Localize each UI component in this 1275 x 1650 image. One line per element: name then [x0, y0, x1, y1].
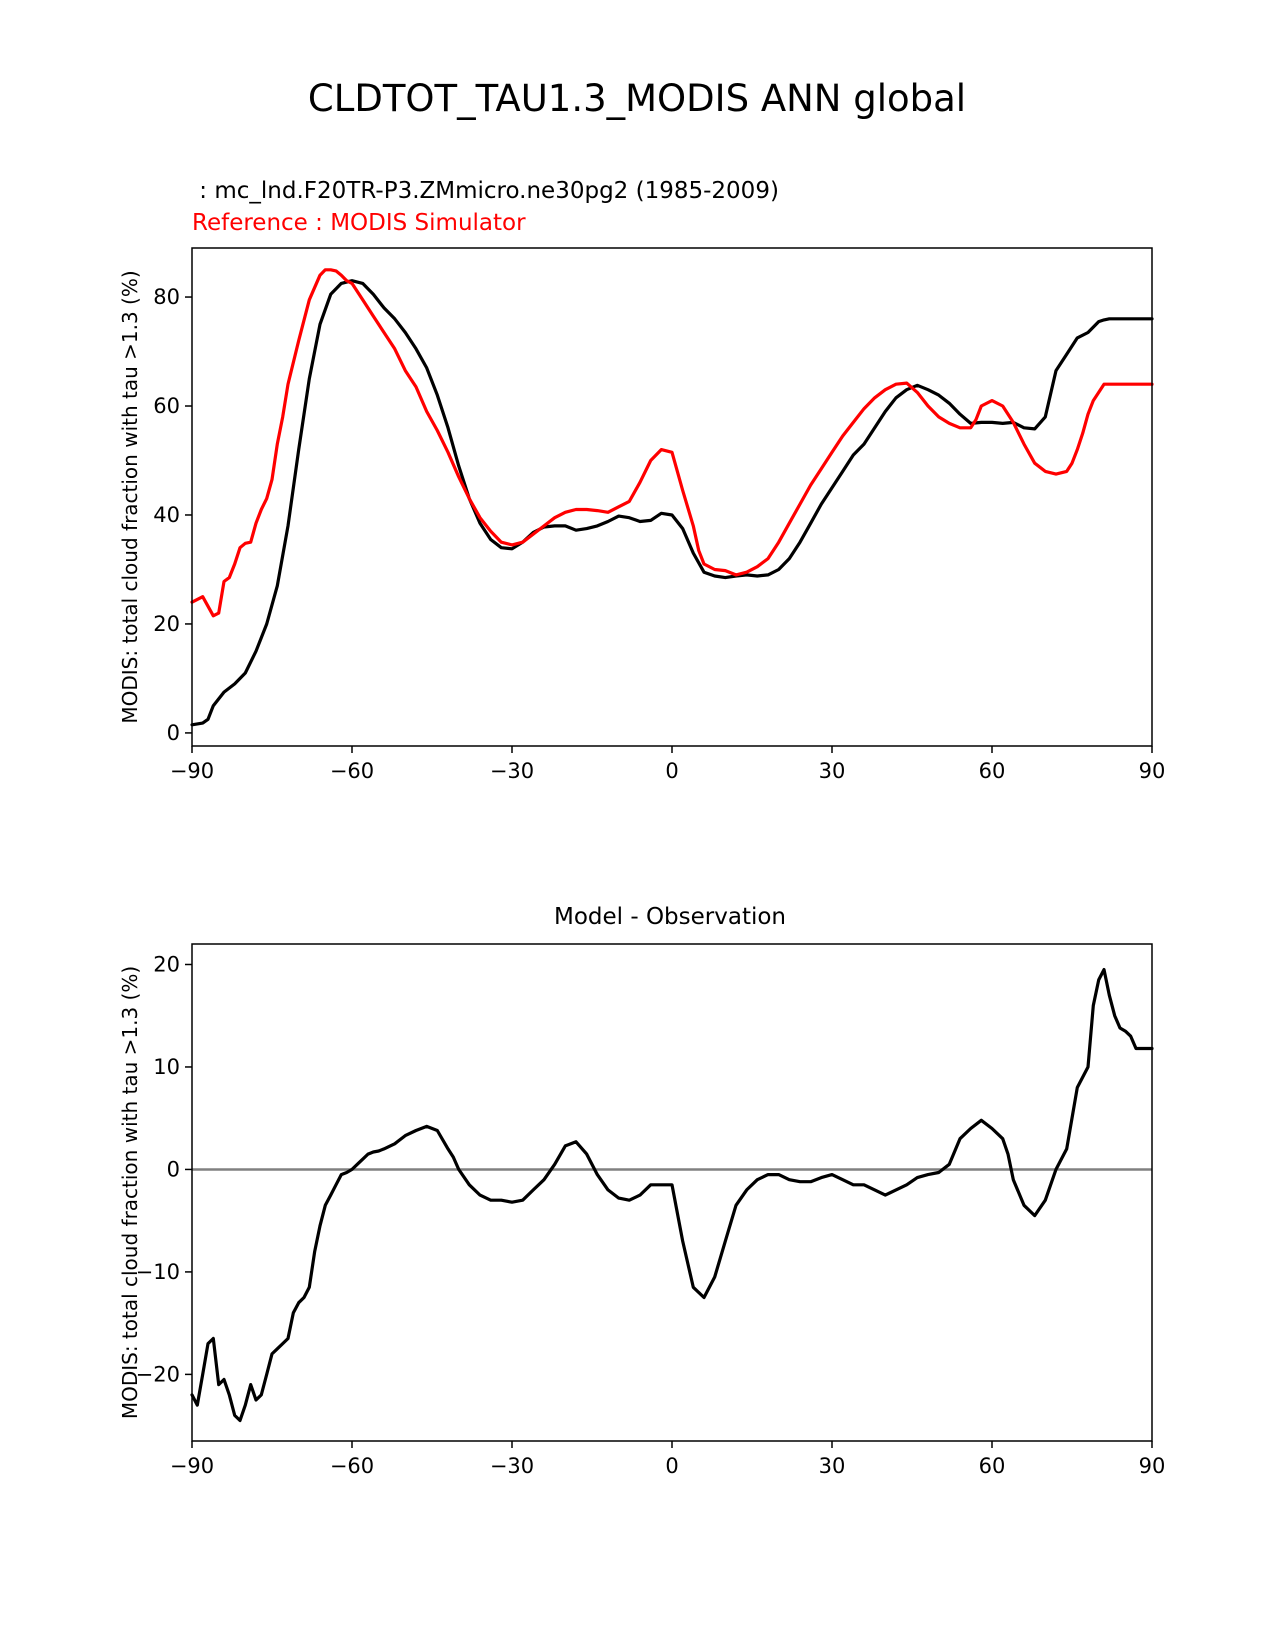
x-tick-label: −90	[170, 759, 214, 783]
x-tick-label: −90	[170, 1454, 214, 1478]
difference-title: Model - Observation	[554, 904, 786, 930]
x-tick-label: −30	[490, 759, 534, 783]
y-tick-label: 20	[153, 612, 180, 636]
y-tick-label: 80	[153, 285, 180, 309]
x-tick-label: 0	[665, 1454, 678, 1478]
y-tick-label: 20	[153, 952, 180, 976]
x-tick-label: −60	[330, 759, 374, 783]
bottom-chart: Model - Observation −90 −60 −30 0 30 60 90 −20 −…	[118, 904, 1165, 1478]
y-tick-label: 40	[153, 503, 180, 527]
x-tick-label: 30	[819, 759, 846, 783]
x-tick-label: 90	[1139, 759, 1166, 783]
series-line-1	[190, 268, 1154, 618]
x-tick-label: 60	[979, 1454, 1006, 1478]
series-line-0	[190, 968, 1154, 1423]
y-tick-label: 0	[167, 1157, 180, 1181]
y-axis-label: MODIS: total cloud fraction with tau >1.…	[118, 270, 142, 723]
x-tick-label: −60	[330, 1454, 374, 1478]
y-axis-label: MODIS: total cloud fraction with tau >1.…	[118, 966, 142, 1419]
plot-frame	[191, 247, 1153, 747]
y-tick-label: 0	[167, 721, 180, 745]
series-line-0	[190, 279, 1154, 727]
top-chart: : mc_lnd.F20TR-P3.ZMmicro.ne30pg2 (1985-…	[118, 178, 1165, 783]
x-tick-label: −30	[490, 1454, 534, 1478]
reference-label: Reference : MODIS Simulator	[192, 210, 526, 236]
x-tick-label: 30	[819, 1454, 846, 1478]
y-tick-label: −10	[136, 1260, 180, 1284]
y-tick-label: −20	[136, 1362, 180, 1386]
test-label: : mc_lnd.F20TR-P3.ZMmicro.ne30pg2 (1985-…	[192, 178, 779, 204]
x-tick-label: 60	[979, 759, 1006, 783]
y-tick-label: 60	[153, 394, 180, 418]
y-tick-label: 10	[153, 1055, 180, 1079]
figure-title: CLDTOT_TAU1.3_MODIS ANN global	[308, 77, 966, 120]
x-tick-label: 90	[1139, 1454, 1166, 1478]
x-tick-label: 0	[665, 759, 678, 783]
